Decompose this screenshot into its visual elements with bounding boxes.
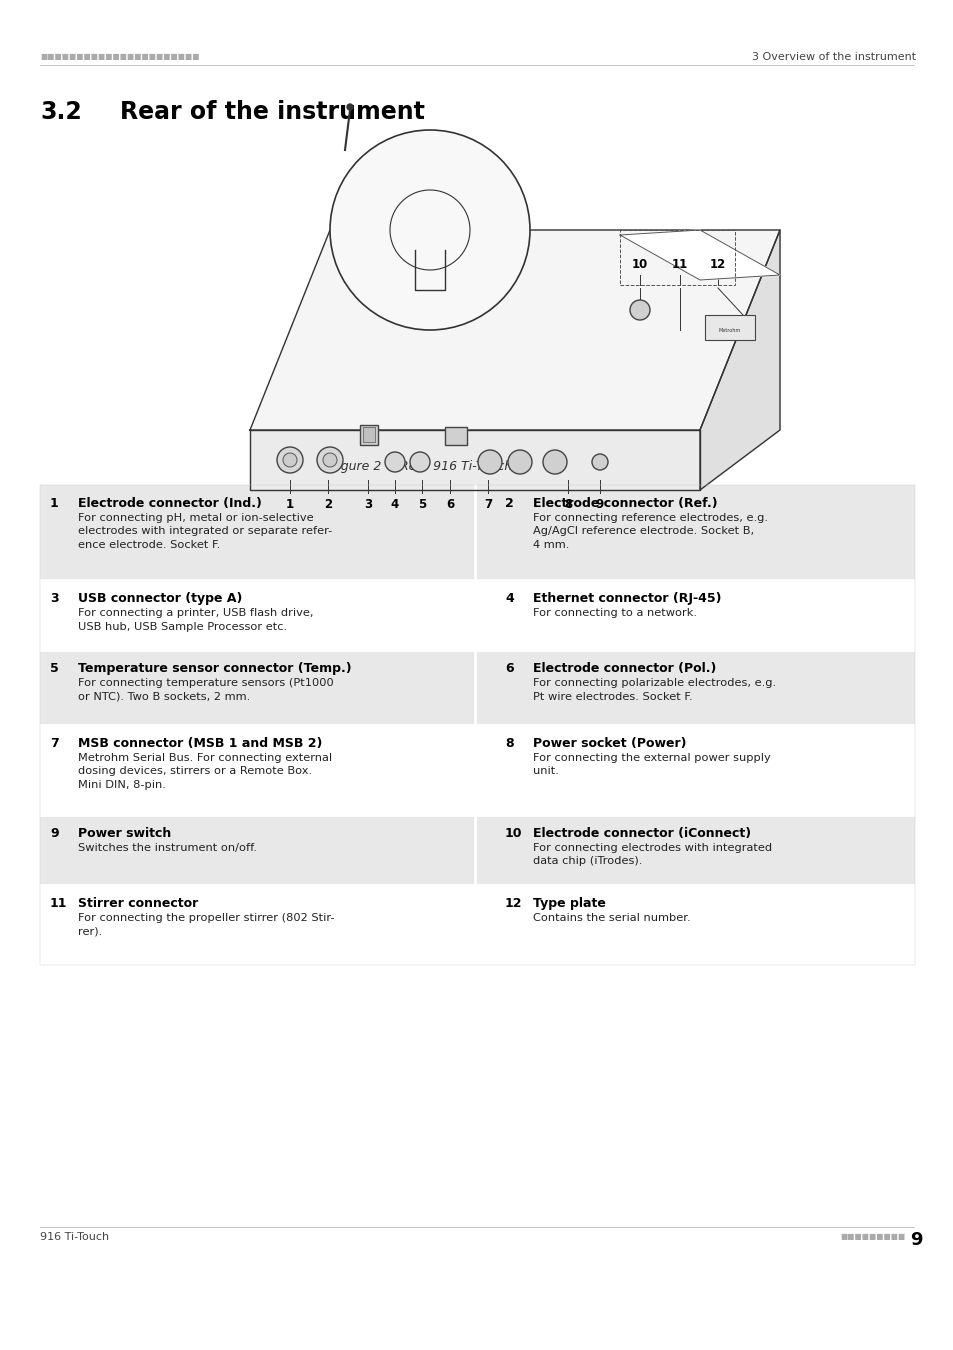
Text: ence electrode. Socket F.: ence electrode. Socket F. <box>78 540 220 549</box>
Text: 3: 3 <box>363 498 372 512</box>
Text: 7: 7 <box>483 498 492 512</box>
Text: 5: 5 <box>50 662 59 675</box>
Text: 7: 7 <box>50 737 59 751</box>
Text: Type plate: Type plate <box>533 896 605 910</box>
Polygon shape <box>700 230 780 490</box>
Bar <box>359 425 377 446</box>
Text: Power switch: Power switch <box>78 828 172 840</box>
Text: Ethernet connector (RJ-45): Ethernet connector (RJ-45) <box>533 593 720 605</box>
Text: 2: 2 <box>324 498 332 512</box>
Bar <box>40 886 914 965</box>
Text: USB hub, USB Sample Processor etc.: USB hub, USB Sample Processor etc. <box>78 621 287 632</box>
Text: Electrode connector (Ind.): Electrode connector (Ind.) <box>78 497 262 510</box>
Text: For connecting to a network.: For connecting to a network. <box>533 608 697 618</box>
Text: 6: 6 <box>504 662 513 675</box>
Text: dosing devices, stirrers or a Remote Box.: dosing devices, stirrers or a Remote Box… <box>78 767 312 776</box>
Text: Ag/AgCl reference electrode. Socket B,: Ag/AgCl reference electrode. Socket B, <box>533 526 753 536</box>
Text: 11: 11 <box>50 896 68 910</box>
Text: Electrode connector (iConnect): Electrode connector (iConnect) <box>533 828 750 840</box>
Text: Stirrer connector: Stirrer connector <box>78 896 198 910</box>
Text: For connecting the external power supply: For connecting the external power supply <box>533 753 770 763</box>
Text: Temperature sensor connector (Temp.): Temperature sensor connector (Temp.) <box>78 662 352 675</box>
Text: For connecting polarizable electrodes, e.g.: For connecting polarizable electrodes, e… <box>533 678 776 688</box>
Circle shape <box>283 454 296 467</box>
Bar <box>40 485 914 965</box>
Text: 12: 12 <box>504 896 522 910</box>
Bar <box>704 315 754 340</box>
Text: 916 Ti-Touch: 916 Ti-Touch <box>40 1233 109 1242</box>
Polygon shape <box>619 230 780 279</box>
Text: 4: 4 <box>504 593 514 605</box>
Text: Metrohm: Metrohm <box>719 328 740 333</box>
Text: 5: 5 <box>417 498 426 512</box>
Circle shape <box>592 454 607 470</box>
Text: 2: 2 <box>504 497 514 510</box>
Text: rer).: rer). <box>78 926 102 937</box>
Text: MSB connector (MSB 1 and MSB 2): MSB connector (MSB 1 and MSB 2) <box>78 737 322 751</box>
Text: Switches the instrument on/off.: Switches the instrument on/off. <box>78 842 256 853</box>
Text: Electrode connector (Ref.): Electrode connector (Ref.) <box>533 497 717 510</box>
Text: 4: 4 <box>391 498 398 512</box>
Circle shape <box>629 300 649 320</box>
Circle shape <box>477 450 501 474</box>
Text: 3: 3 <box>50 593 58 605</box>
Bar <box>40 725 914 815</box>
Text: 3 Overview of the instrument: 3 Overview of the instrument <box>751 53 915 62</box>
Text: data chip (iTrodes).: data chip (iTrodes). <box>533 856 641 867</box>
Text: or NTC). Two B sockets, 2 mm.: or NTC). Two B sockets, 2 mm. <box>78 691 250 702</box>
Circle shape <box>330 130 530 329</box>
Text: electrodes with integrated or separate refer-: electrodes with integrated or separate r… <box>78 526 332 536</box>
Text: Contains the serial number.: Contains the serial number. <box>533 913 690 923</box>
Circle shape <box>316 447 343 472</box>
Text: 1: 1 <box>50 497 59 510</box>
Text: For connecting temperature sensors (Pt1000: For connecting temperature sensors (Pt10… <box>78 678 334 688</box>
Text: Rear of the instrument: Rear of the instrument <box>120 100 424 124</box>
Text: 6: 6 <box>445 498 454 512</box>
Text: USB connector (type A): USB connector (type A) <box>78 593 242 605</box>
Bar <box>40 580 914 649</box>
Bar <box>40 649 914 725</box>
Circle shape <box>385 452 405 472</box>
Text: 12: 12 <box>709 258 725 271</box>
Circle shape <box>276 447 303 472</box>
Text: 9: 9 <box>50 828 58 840</box>
Text: For connecting the propeller stirrer (802 Stir-: For connecting the propeller stirrer (80… <box>78 913 335 923</box>
Text: 9: 9 <box>596 498 603 512</box>
Bar <box>444 427 467 446</box>
Text: 8: 8 <box>563 498 572 512</box>
Circle shape <box>347 104 353 109</box>
Polygon shape <box>250 230 780 431</box>
Text: 4 mm.: 4 mm. <box>533 540 569 549</box>
Text: Metrohm Serial Bus. For connecting external: Metrohm Serial Bus. For connecting exter… <box>78 753 332 763</box>
Bar <box>363 427 375 441</box>
Text: 1: 1 <box>286 498 294 512</box>
Text: ■■■■■■■■■: ■■■■■■■■■ <box>840 1233 904 1241</box>
Text: Rear 916 Ti-Touch: Rear 916 Ti-Touch <box>399 460 512 472</box>
Text: For connecting a printer, USB flash drive,: For connecting a printer, USB flash driv… <box>78 608 314 618</box>
Bar <box>40 815 914 886</box>
Text: For connecting reference electrodes, e.g.: For connecting reference electrodes, e.g… <box>533 513 767 522</box>
Text: 9: 9 <box>909 1231 922 1249</box>
Text: Electrode connector (Pol.): Electrode connector (Pol.) <box>533 662 716 675</box>
Text: 10: 10 <box>631 258 647 271</box>
Text: 10: 10 <box>504 828 522 840</box>
Polygon shape <box>250 431 700 490</box>
Text: Power socket (Power): Power socket (Power) <box>533 737 686 751</box>
Text: unit.: unit. <box>533 767 558 776</box>
Text: 3.2: 3.2 <box>40 100 82 124</box>
Text: Pt wire electrodes. Socket F.: Pt wire electrodes. Socket F. <box>533 691 692 702</box>
Circle shape <box>507 450 532 474</box>
Bar <box>619 230 734 285</box>
Text: 8: 8 <box>504 737 513 751</box>
Text: Mini DIN, 8-pin.: Mini DIN, 8-pin. <box>78 780 166 790</box>
Text: Figure 2: Figure 2 <box>330 460 381 472</box>
Text: 11: 11 <box>671 258 687 271</box>
Text: For connecting electrodes with integrated: For connecting electrodes with integrate… <box>533 842 771 853</box>
Circle shape <box>410 452 430 472</box>
Circle shape <box>323 454 336 467</box>
Circle shape <box>542 450 566 474</box>
Text: For connecting pH, metal or ion-selective: For connecting pH, metal or ion-selectiv… <box>78 513 314 522</box>
Text: ■■■■■■■■■■■■■■■■■■■■■■: ■■■■■■■■■■■■■■■■■■■■■■ <box>40 53 199 61</box>
Bar <box>40 485 914 580</box>
